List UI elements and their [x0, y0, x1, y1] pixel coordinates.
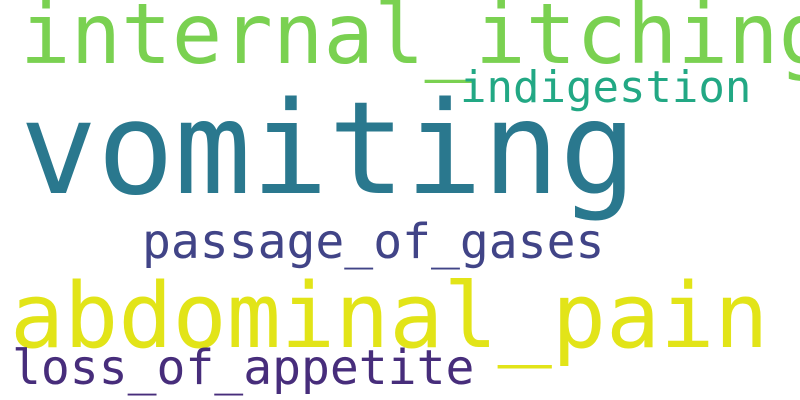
word-loss-of-appetite: loss_of_appetite	[12, 340, 475, 396]
word-abdominal-pain: abdominal_pain	[10, 264, 769, 369]
word-internal-itching: internal_itching	[20, 0, 800, 83]
word-indigestion: indigestion	[460, 62, 752, 113]
word-vomiting: vomiting	[20, 75, 637, 224]
word-passage-of-gases: passage_of_gases	[142, 214, 605, 270]
